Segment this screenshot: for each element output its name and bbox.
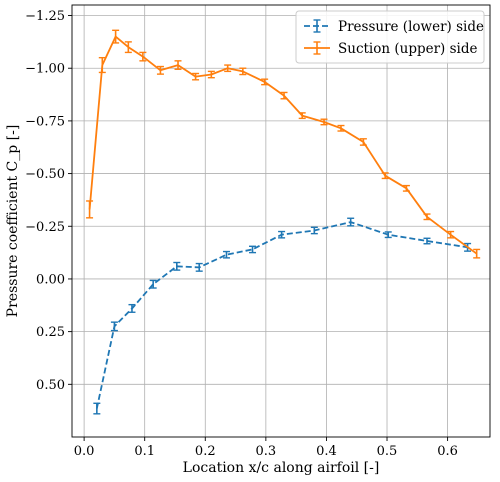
legend: Pressure (lower) side Suction (upper) sid… (295, 10, 485, 64)
y-axis-label: Pressure coefficient C_p [-] (5, 125, 21, 318)
series-suction-upper-side (86, 29, 481, 259)
legend-box (295, 10, 485, 64)
x-tick-label: 0.1 (134, 444, 155, 459)
legend-entry: Suction (upper) side (304, 41, 477, 57)
x-tick-label: 0.3 (256, 444, 277, 459)
y-tick-label: −0.75 (25, 114, 65, 129)
x-tick-label: 0.0 (74, 444, 95, 459)
x-axis-label: Location x/c along airfoil [-] (183, 460, 380, 476)
x-tick-label: 0.4 (316, 444, 337, 459)
series-layer (86, 29, 481, 415)
series-line (88, 35, 478, 255)
y-tick-label: −0.25 (25, 220, 65, 235)
y-tick-label: 0.25 (36, 325, 65, 340)
axis-labels: Location x/c along airfoil [-] Pressure c… (5, 125, 379, 476)
x-tick-label: 0.6 (437, 444, 458, 459)
y-tick-label: −0.50 (25, 167, 65, 182)
x-tick-label: 0.2 (195, 444, 216, 459)
y-tick-label: 0.00 (36, 272, 65, 287)
legend-label: Suction (upper) side (338, 41, 477, 57)
x-tick-label: 0.5 (377, 444, 398, 459)
plot-frame (71, 4, 491, 438)
series-pressure-lower-side (93, 217, 472, 415)
legend-entry: Pressure (lower) side (304, 19, 484, 35)
y-tick-label: −1.00 (25, 62, 65, 77)
y-tick-label: 0.50 (36, 378, 65, 393)
y-tick-label: −1.25 (25, 9, 65, 24)
series-line (95, 221, 468, 409)
grid (72, 5, 490, 437)
ticks: 0.0 0.1 0.2 0.3 0.4 0.5 0.6 −1.25 −1.00 −0.75 −0.5… (25, 9, 458, 459)
legend-label: Pressure (lower) side (338, 19, 484, 35)
